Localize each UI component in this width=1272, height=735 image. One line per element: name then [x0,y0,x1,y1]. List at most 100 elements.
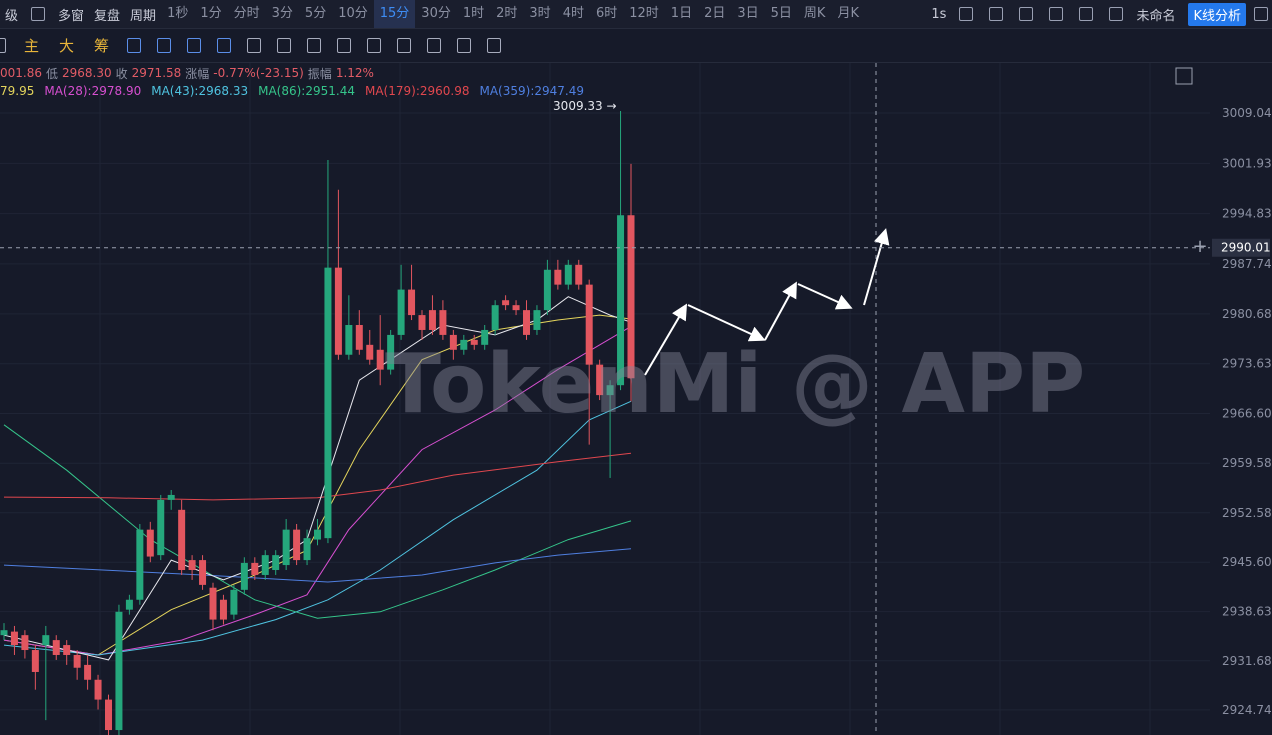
tool-icon[interactable] [217,38,232,53]
y-tick-label: 2931.68 [1222,654,1272,668]
candle-body [428,310,436,330]
period-tab[interactable]: 2日 [704,6,726,21]
candle-body [157,499,165,556]
indicator[interactable]: 主 [24,37,40,55]
quote-item: -0.77%(-23.15) [213,66,304,80]
indicator[interactable]: 筹 [94,37,110,55]
period-tab[interactable]: 1秒 [167,6,189,21]
tool-icon[interactable] [0,38,6,53]
y-tick-label: 2994.83 [1222,207,1272,221]
period-tab[interactable]: 1时 [462,6,485,21]
candle-body [84,664,92,680]
period-tab[interactable]: 15分 [373,0,416,28]
candle-body [293,529,301,561]
candle-body [345,325,353,355]
menu-item[interactable]: 复盘 [94,8,121,24]
legend-entry: MA(179):2960.98 [364,84,470,98]
tool-icon[interactable] [247,38,262,53]
candle-body [272,555,280,571]
y-tick-label: 3001.93 [1222,156,1272,170]
ma-line [3,424,632,619]
period-tab[interactable]: 3时 [529,6,551,21]
candle-body [63,645,71,655]
ma-legend: 79.95 MA(28):2978.90 MA(43):2968.33 MA(86):… [0,82,1272,100]
tool-icon[interactable] [127,38,142,53]
candle-body [533,310,541,330]
tool-icon[interactable] [157,38,172,53]
candle-body [523,310,530,335]
candle-body [125,599,133,610]
ma-line [3,452,632,501]
tool-icon[interactable] [337,38,352,53]
period-tab[interactable]: 12时 [629,6,659,21]
period-tab[interactable]: 5分 [304,6,327,21]
menu-item[interactable]: 周期 [130,8,157,24]
share-icon[interactable] [1254,7,1268,21]
tool-icon[interactable] [307,38,322,53]
menu-item[interactable]: 多窗 [58,8,85,24]
candle-body [42,635,50,646]
tool-icon[interactable] [1079,7,1094,21]
y-tick-label: 2924.74 [1222,703,1272,717]
period-tab[interactable]: 30分 [421,6,451,21]
period-tab[interactable]: 2时 [496,6,518,21]
y-tick-label: 2980.68 [1222,307,1272,321]
period-tab[interactable]: 3日 [737,6,759,21]
tool-icon[interactable] [187,38,202,53]
period-tab[interactable]: 6时 [595,6,618,21]
quote-item: 2971.58 [131,66,182,80]
tool-icon[interactable] [397,38,412,53]
candle-body [376,349,384,370]
period-tab[interactable]: 1日 [670,6,693,21]
doc-name[interactable]: 未命名 [1136,8,1176,24]
tool-icon[interactable] [1049,7,1064,21]
period-tab[interactable]: 4时 [562,6,584,21]
tool-icon[interactable] [457,38,472,53]
candle-body [355,325,363,350]
y-tick-label: 2966.60 [1222,407,1272,421]
tool-icon[interactable] [1109,7,1124,21]
period-tab[interactable]: 周K [803,6,826,21]
y-tick-label: 2959.58 [1222,456,1272,470]
period-tab[interactable]: 分时 [233,6,260,21]
indicator[interactable]: 大 [59,37,75,55]
tool-row: 主大筹 [0,29,1272,63]
quote-item: 2968.30 [62,66,112,80]
candle-body [439,310,447,335]
watermark: TokenMi @ APP [385,337,1085,432]
tool-icon[interactable] [427,38,442,53]
candle-body [596,364,604,396]
candle-body [0,630,8,636]
candle-body [209,587,217,620]
tool-icon[interactable] [989,7,1004,21]
quote-item: 振幅 [307,66,332,81]
analysis-button[interactable]: K线分析 [1188,2,1246,26]
menu-item[interactable]: 级 [5,8,19,24]
candle-body [115,611,123,731]
candle-body [261,555,269,575]
candle-body [178,509,186,571]
period-tab[interactable]: 1分 [200,6,222,21]
candle-body [387,334,395,370]
collapse-icon[interactable] [1175,67,1193,85]
legend-entry: 79.95 [0,84,35,98]
max-annotation: 3009.33 → [553,99,617,113]
candle-body [481,329,489,345]
candle-body [105,699,112,731]
speed[interactable]: 1s [931,6,947,22]
candle-body [627,215,635,379]
legend-entry: MA(43):2968.33 [151,84,249,98]
period-tab[interactable]: 3分 [271,6,293,21]
y-tick-label: 2938.63 [1222,605,1272,619]
candle-body [314,529,321,540]
tool-icon[interactable] [367,38,382,53]
period-tab[interactable]: 5日 [770,6,792,21]
tool-icon[interactable] [487,38,502,53]
candle-body [282,529,290,566]
tool-icon[interactable] [1019,7,1034,21]
period-tab[interactable]: 10分 [338,6,368,21]
period-tab[interactable]: 月K [837,6,859,21]
icon[interactable] [31,7,46,21]
tool-icon[interactable] [277,38,292,53]
tool-icon[interactable] [959,7,974,21]
